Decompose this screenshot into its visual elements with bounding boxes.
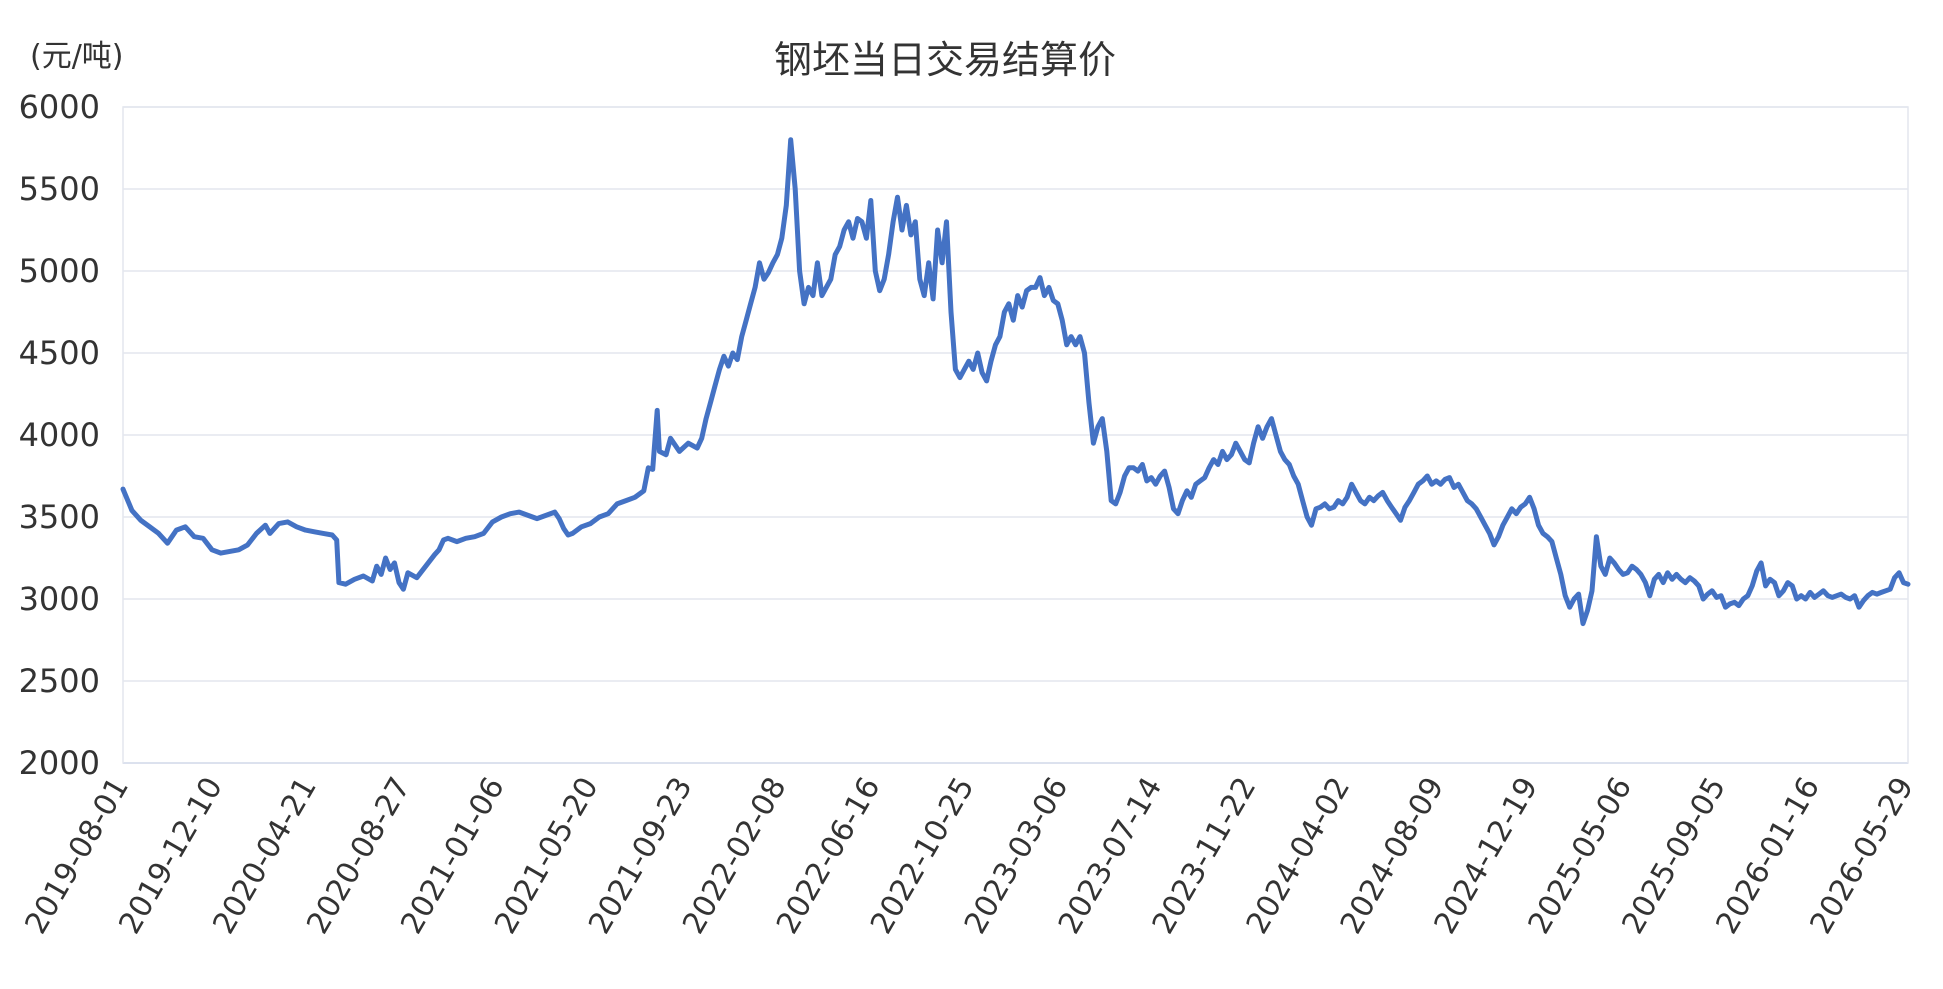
y-tick-label: 4500 <box>19 334 100 372</box>
y-tick-label: 2500 <box>19 662 100 700</box>
y-tick-label: 3000 <box>19 580 100 618</box>
y-tick-label: 6000 <box>19 88 100 126</box>
x-axis-ticks: 2019-08-012019-12-102020-04-212020-08-27… <box>18 771 1920 939</box>
grid-lines <box>123 106 1908 764</box>
y-axis-ticks: 2000 2500 3000 3500 4000 4500 5000 5500 6000 <box>19 88 100 782</box>
chart-title: 钢坯当日交易结算价 <box>774 38 1116 82</box>
plot-border <box>122 106 1909 764</box>
y-tick-label: 5000 <box>19 252 100 290</box>
y-tick-label: 2000 <box>19 744 100 782</box>
series-line <box>120 137 1911 627</box>
y-tick-label: 4000 <box>19 416 100 454</box>
y-tick-label: 3500 <box>19 498 100 536</box>
y-axis-unit: (元/吨) <box>30 39 124 74</box>
y-tick-label: 5500 <box>19 170 100 208</box>
